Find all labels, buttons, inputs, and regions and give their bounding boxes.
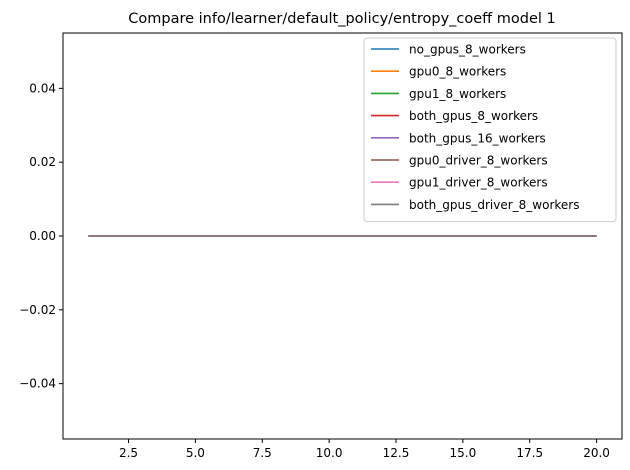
y-tick-label: 0.04 <box>29 81 56 95</box>
x-tick-label: 7.5 <box>253 446 272 460</box>
legend-label: both_gpus_16_workers <box>409 131 546 145</box>
y-tick-label: −0.02 <box>19 303 56 317</box>
legend-label: no_gpus_8_workers <box>409 43 526 57</box>
legend-label: both_gpus_driver_8_workers <box>409 198 579 212</box>
x-axis: 2.5 5.0 7.5 10.0 12.5 15.0 17.5 20.0 <box>119 439 610 460</box>
legend: no_gpus_8_workers gpu0_8_workers gpu1_8_wo… <box>363 37 617 223</box>
legend-label: gpu1_8_workers <box>409 87 506 101</box>
x-tick-label: 5.0 <box>186 446 205 460</box>
legend-label: both_gpus_8_workers <box>409 109 538 123</box>
x-tick-label: 15.0 <box>449 446 476 460</box>
y-tick-label: 0.00 <box>29 229 56 243</box>
x-tick-label: 20.0 <box>583 446 610 460</box>
y-tick-label: −0.04 <box>19 377 56 391</box>
legend-box <box>363 37 617 223</box>
x-tick-label: 10.0 <box>316 446 343 460</box>
legend-label: gpu0_driver_8_workers <box>409 154 548 168</box>
y-axis: −0.04 −0.02 0.00 0.02 0.04 <box>19 81 63 391</box>
legend-label: gpu1_driver_8_workers <box>409 176 548 190</box>
chart-title: Compare info/learner/default_policy/entr… <box>128 11 556 27</box>
x-tick-label: 2.5 <box>119 446 138 460</box>
y-tick-label: 0.02 <box>29 155 56 169</box>
x-tick-label: 17.5 <box>516 446 543 460</box>
legend-label: gpu0_8_workers <box>409 65 506 79</box>
x-tick-label: 12.5 <box>383 446 410 460</box>
